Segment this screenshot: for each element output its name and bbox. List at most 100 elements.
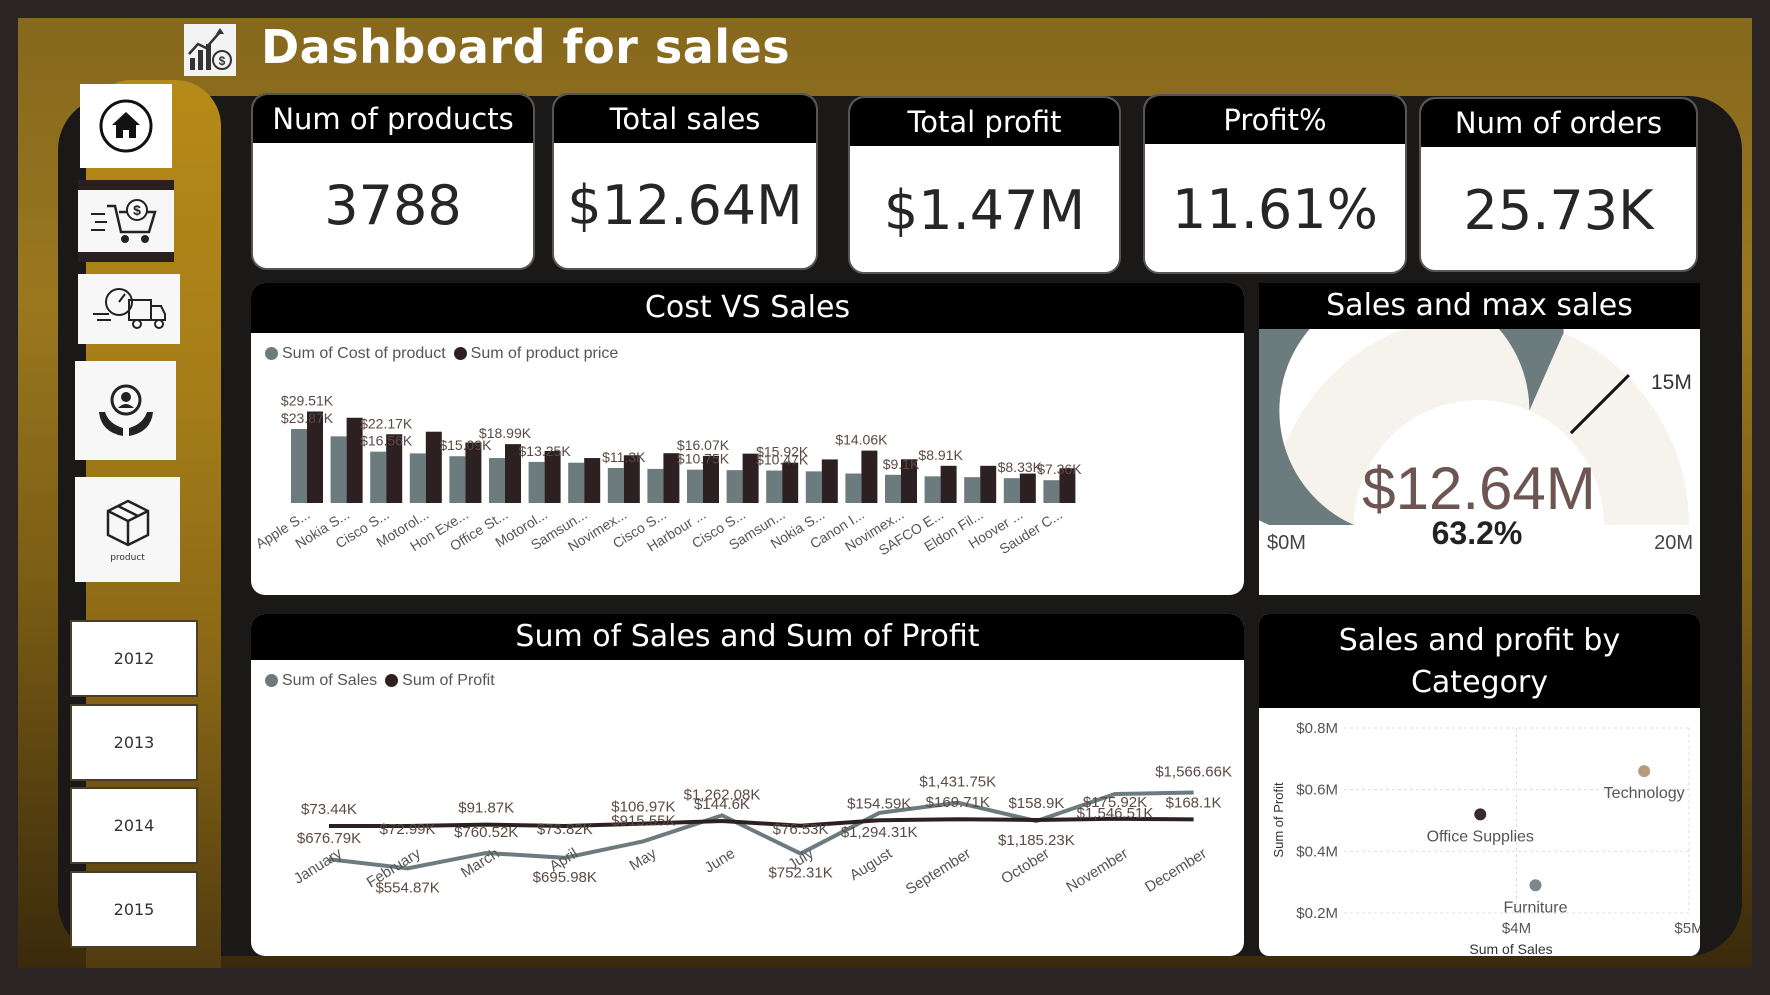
bar-price[interactable] bbox=[663, 453, 680, 503]
data-label: $13.25K bbox=[519, 443, 572, 459]
x-tick-label: October bbox=[998, 845, 1052, 888]
data-label: $15.09K bbox=[439, 437, 492, 453]
data-label: $29.51K bbox=[281, 393, 334, 409]
sales-line[interactable] bbox=[328, 790, 1194, 871]
bar-cost[interactable] bbox=[449, 456, 466, 503]
bar-price[interactable] bbox=[703, 455, 719, 503]
profit-data-label: $144.6K bbox=[694, 796, 750, 813]
profit-data-label: $72.99K bbox=[380, 821, 436, 838]
profit-data-label: $175.92K bbox=[1083, 794, 1147, 811]
nav-home-button[interactable] bbox=[80, 84, 172, 168]
svg-text:$: $ bbox=[219, 54, 226, 68]
year-2015-button[interactable]: 2015 bbox=[70, 871, 198, 948]
bar-price[interactable] bbox=[346, 417, 363, 503]
bar-price[interactable] bbox=[821, 459, 838, 503]
bar-price[interactable] bbox=[425, 431, 442, 503]
bar-price[interactable] bbox=[386, 434, 403, 503]
bar-price[interactable] bbox=[623, 455, 640, 503]
nav-sales-button[interactable]: $ bbox=[78, 180, 174, 262]
bar-price[interactable] bbox=[901, 459, 917, 503]
bar-cost[interactable] bbox=[805, 471, 822, 503]
bar-price[interactable] bbox=[307, 411, 323, 503]
bar-price[interactable] bbox=[980, 465, 997, 503]
bar-cost[interactable] bbox=[489, 458, 505, 503]
data-label: $22.17K bbox=[360, 415, 413, 431]
x-tick-label: September bbox=[903, 845, 974, 898]
nav-customer-button[interactable] bbox=[75, 361, 176, 460]
bar-price[interactable] bbox=[742, 453, 759, 503]
bar-cost[interactable] bbox=[687, 469, 703, 503]
point-label: Office Supplies bbox=[1427, 828, 1534, 845]
bar-cost[interactable] bbox=[409, 453, 426, 503]
legend-item-sales: Sum of Sales bbox=[265, 672, 377, 690]
bar-price[interactable] bbox=[1019, 473, 1036, 503]
sales-data-label: $1,431.75K bbox=[919, 774, 996, 791]
year-2013-button[interactable]: 2013 bbox=[70, 704, 198, 781]
nav-product-button[interactable]: product bbox=[75, 477, 180, 582]
year-2014-button[interactable]: 2014 bbox=[70, 787, 198, 864]
bar-price[interactable] bbox=[544, 450, 561, 503]
bar-cost[interactable] bbox=[885, 474, 901, 503]
bar-cost[interactable] bbox=[330, 436, 347, 503]
profit-data-label: $76.53K bbox=[773, 821, 829, 838]
profit-line[interactable] bbox=[328, 816, 1194, 829]
bar-price[interactable] bbox=[505, 444, 521, 503]
data-label: $14.06K bbox=[835, 432, 888, 448]
gauge-percent-label: 63.2% bbox=[1432, 515, 1523, 551]
bar-price[interactable] bbox=[584, 458, 601, 503]
data-label: $23.87K bbox=[281, 410, 334, 426]
scatter-point[interactable] bbox=[1638, 765, 1651, 778]
nav-delivery-button[interactable] bbox=[78, 274, 180, 344]
x-tick-label: December bbox=[1142, 845, 1210, 896]
sales-data-label: $1,546.51K bbox=[1077, 805, 1154, 822]
bar-cost[interactable] bbox=[924, 476, 941, 503]
bar-cost[interactable] bbox=[726, 470, 743, 503]
bar-cost[interactable] bbox=[291, 429, 307, 503]
kpi-value: $1.47M bbox=[883, 179, 1086, 242]
x-tick-label: $5M bbox=[1674, 920, 1700, 937]
bar-price[interactable] bbox=[861, 450, 878, 503]
kpi-title: Total profit bbox=[850, 98, 1119, 146]
chart-legend: Sum of Cost of product Sum of product pr… bbox=[265, 345, 618, 363]
data-label: $16.56K bbox=[360, 433, 413, 449]
bar-cost[interactable] bbox=[568, 462, 585, 503]
bar-price[interactable] bbox=[465, 442, 482, 503]
sales-profit-line-card: Sum of Sales and Sum of Profit Sum of Sa… bbox=[251, 614, 1244, 956]
bar-cost[interactable] bbox=[607, 467, 624, 503]
bar-price[interactable] bbox=[782, 462, 799, 503]
kpi-title: Total sales bbox=[554, 95, 816, 143]
legend-label: Sum of Sales bbox=[282, 672, 378, 689]
chart-title: Cost VS Sales bbox=[251, 283, 1244, 333]
bar-price[interactable] bbox=[940, 465, 957, 503]
bar-cost[interactable] bbox=[528, 461, 545, 503]
sales-gauge-card: Sales and max sales 15M $12.64M 63.2% $0M 20… bbox=[1259, 283, 1700, 595]
sales-chart-icon: $ bbox=[184, 24, 236, 76]
data-label: $8.91K bbox=[918, 447, 963, 463]
bar-cost[interactable] bbox=[370, 451, 387, 503]
sales-data-label: $695.98K bbox=[533, 869, 597, 886]
bar-cost[interactable] bbox=[964, 477, 981, 503]
scatter-point[interactable] bbox=[1474, 808, 1487, 821]
kpi-num-orders: Num of orders 25.73K bbox=[1419, 97, 1698, 272]
bar-cost[interactable] bbox=[845, 473, 862, 503]
profit-data-label: $169.71K bbox=[926, 794, 990, 811]
bar-cost[interactable] bbox=[1003, 478, 1020, 503]
svg-text:$: $ bbox=[133, 202, 141, 218]
kpi-value: 3788 bbox=[324, 174, 462, 237]
sales-data-label: $915.55K bbox=[611, 812, 675, 829]
y-tick-label: $0.6M bbox=[1296, 782, 1338, 799]
y-tick-label: $0.2M bbox=[1296, 905, 1338, 922]
bar-cost[interactable] bbox=[1043, 480, 1060, 503]
x-tick-label: August bbox=[847, 845, 896, 885]
scatter-point[interactable] bbox=[1529, 879, 1542, 892]
gauge-min-label: $0M bbox=[1267, 532, 1306, 554]
year-2012-button[interactable]: 2012 bbox=[70, 620, 198, 697]
profit-data-label: $91.87K bbox=[458, 800, 514, 817]
kpi-total-profit: Total profit $1.47M bbox=[848, 96, 1121, 274]
bar-cost[interactable] bbox=[766, 470, 783, 503]
kpi-num-products: Num of products 3788 bbox=[251, 93, 535, 270]
sales-data-label: $554.87K bbox=[375, 879, 439, 896]
bar-cost[interactable] bbox=[647, 468, 664, 503]
bar-price[interactable] bbox=[1059, 468, 1076, 503]
